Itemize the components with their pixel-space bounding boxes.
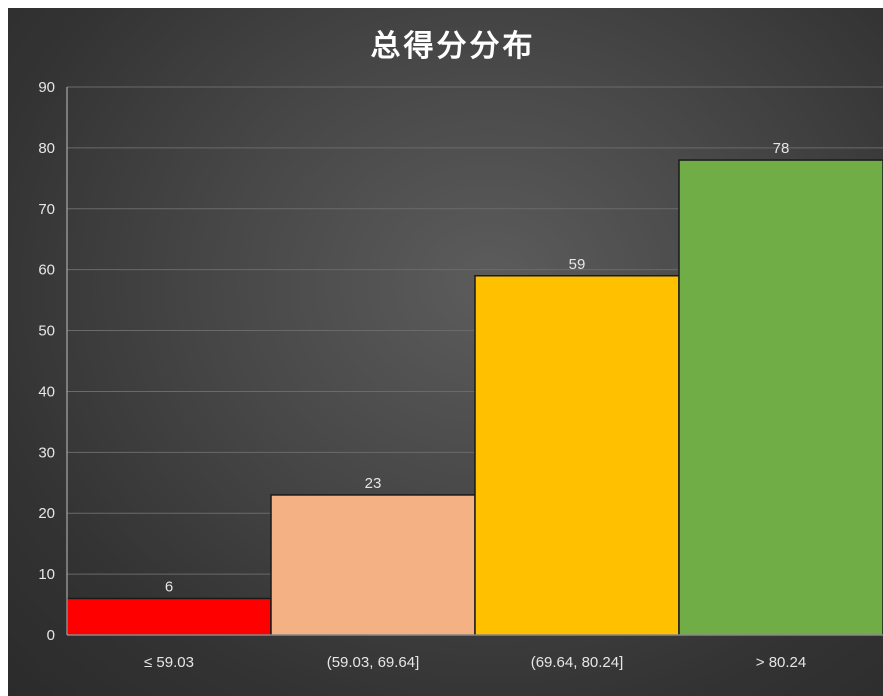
data-label: 59 [569,256,586,273]
bar-chart: 总得分分布 0 10 20 30 40 50 60 70 80 90 6 ≤ 59.03 23 (59.0… [38,29,883,671]
chart-title: 总得分分布 [371,29,536,64]
x-tick-label: ≤ 59.03 [144,654,194,671]
chart-container: 总得分分布 0 10 20 30 40 50 60 70 80 90 6 ≤ 59.03 23 (59.0… [8,8,883,696]
y-tick-label: 30 [38,444,55,461]
x-tick-label: (59.03, 69.64] [327,654,420,671]
y-tick-label: 70 [38,201,55,218]
x-tick-label: > 80.24 [756,654,806,671]
y-tick-label: 10 [38,566,55,583]
y-tick-label: 60 [38,262,55,279]
y-tick-label: 90 [38,79,55,96]
bar [474,275,680,636]
data-label: 23 [365,475,382,492]
x-tick-label: (69.64, 80.24] [531,654,624,671]
y-tick-label: 50 [38,323,55,340]
labels: 0 10 20 30 40 50 60 70 80 90 6 ≤ 59.03 23 (59.03, 69.… [38,79,806,671]
data-label: 78 [773,140,790,157]
y-tick-label: 0 [47,627,55,644]
axes [66,87,883,636]
y-tick-label: 40 [38,383,55,400]
bar [66,597,272,636]
bar [678,159,883,636]
y-tick-label: 20 [38,505,55,522]
y-tick-label: 80 [38,140,55,157]
bar [270,494,476,636]
bars [66,159,883,636]
data-label: 6 [165,578,173,595]
